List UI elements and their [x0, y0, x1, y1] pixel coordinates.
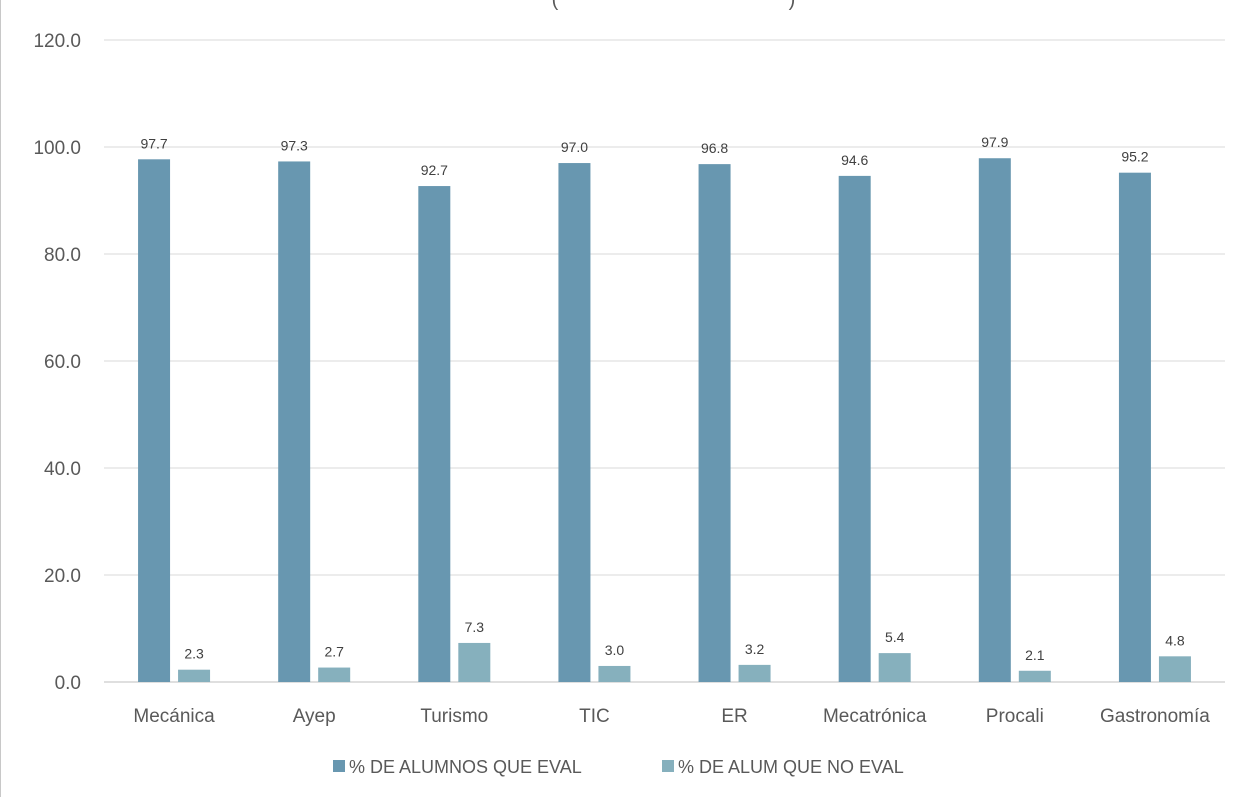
- bar-eval: [418, 186, 451, 682]
- legend-swatch: [662, 760, 674, 772]
- y-tick-label: 20.0: [44, 566, 81, 587]
- legend-layer: % DE ALUMNOS QUE EVAL % DE ALUM QUE NO EV…: [333, 757, 904, 777]
- y-tick-label: 100.0: [33, 138, 81, 159]
- chart-title-close: ): [789, 0, 796, 11]
- data-label: 5.4: [885, 629, 905, 645]
- data-label: 97.9: [981, 134, 1008, 150]
- data-label: 2.1: [1025, 647, 1045, 663]
- grid-layer: [104, 39, 1225, 683]
- bar-no-eval: [878, 653, 911, 682]
- data-label: 95.2: [1121, 149, 1148, 165]
- data-label: 3.0: [605, 642, 625, 658]
- bar-eval: [698, 164, 731, 682]
- bar-no-eval: [318, 667, 351, 682]
- x-tick-label: ER: [721, 706, 747, 727]
- y-tick-label: 60.0: [44, 352, 81, 373]
- x-tick-label: Procali: [986, 706, 1044, 727]
- y-tick-label: 120.0: [33, 31, 81, 52]
- x-tick-label: Mecatrónica: [823, 706, 927, 727]
- legend-swatch: [333, 760, 345, 772]
- bar-no-eval: [458, 642, 491, 682]
- bar-eval: [838, 175, 871, 682]
- bar-eval: [1118, 172, 1151, 682]
- chart-title-open: (: [552, 0, 559, 11]
- bar-no-eval: [598, 665, 631, 682]
- data-label: 2.7: [324, 644, 344, 660]
- x-tick-label: TIC: [579, 706, 610, 727]
- y-tick-label: 80.0: [44, 245, 81, 266]
- data-label: 7.3: [465, 619, 485, 635]
- data-label: 4.8: [1165, 632, 1185, 648]
- axis-layer: 0.0 20.0 40.0 60.0 80.0 100.0 120.0 Mecánica Aye…: [33, 31, 1210, 727]
- bar-eval: [278, 161, 311, 682]
- bar-eval: [978, 158, 1011, 683]
- frame-border: [0, 0, 1, 797]
- x-tick-label: Turismo: [420, 706, 488, 727]
- bar-no-eval: [738, 664, 771, 682]
- data-label: 3.2: [745, 641, 765, 657]
- bar-no-eval: [178, 669, 211, 682]
- data-label: 92.7: [421, 162, 448, 178]
- bar-eval: [138, 159, 171, 682]
- data-label: 97.0: [561, 139, 588, 155]
- data-label: 97.3: [281, 137, 308, 153]
- data-label: 2.3: [184, 646, 204, 662]
- bar-eval: [558, 163, 591, 683]
- y-tick-label: 0.0: [55, 673, 81, 694]
- data-label: 97.7: [140, 135, 167, 151]
- x-tick-label: Gastronomía: [1100, 706, 1210, 727]
- y-tick-label: 40.0: [44, 459, 81, 480]
- title-layer: (): [552, 0, 796, 11]
- bar-no-eval: [1158, 656, 1191, 682]
- data-label: 94.6: [841, 152, 868, 168]
- label-layer: 97.7 2.3 97.3 2.7 92.7 7.3 97.0 3.0 96.8 3.2 94.6 5…: [140, 134, 1184, 663]
- data-label: 96.8: [701, 140, 728, 156]
- x-tick-label: Mecánica: [133, 706, 215, 727]
- bar-layer: [138, 158, 1191, 683]
- bar-no-eval: [1018, 670, 1051, 682]
- legend-label: % DE ALUMNOS QUE EVAL: [349, 757, 582, 777]
- x-tick-label: Ayep: [293, 706, 336, 727]
- legend-label: % DE ALUM QUE NO EVAL: [678, 757, 904, 777]
